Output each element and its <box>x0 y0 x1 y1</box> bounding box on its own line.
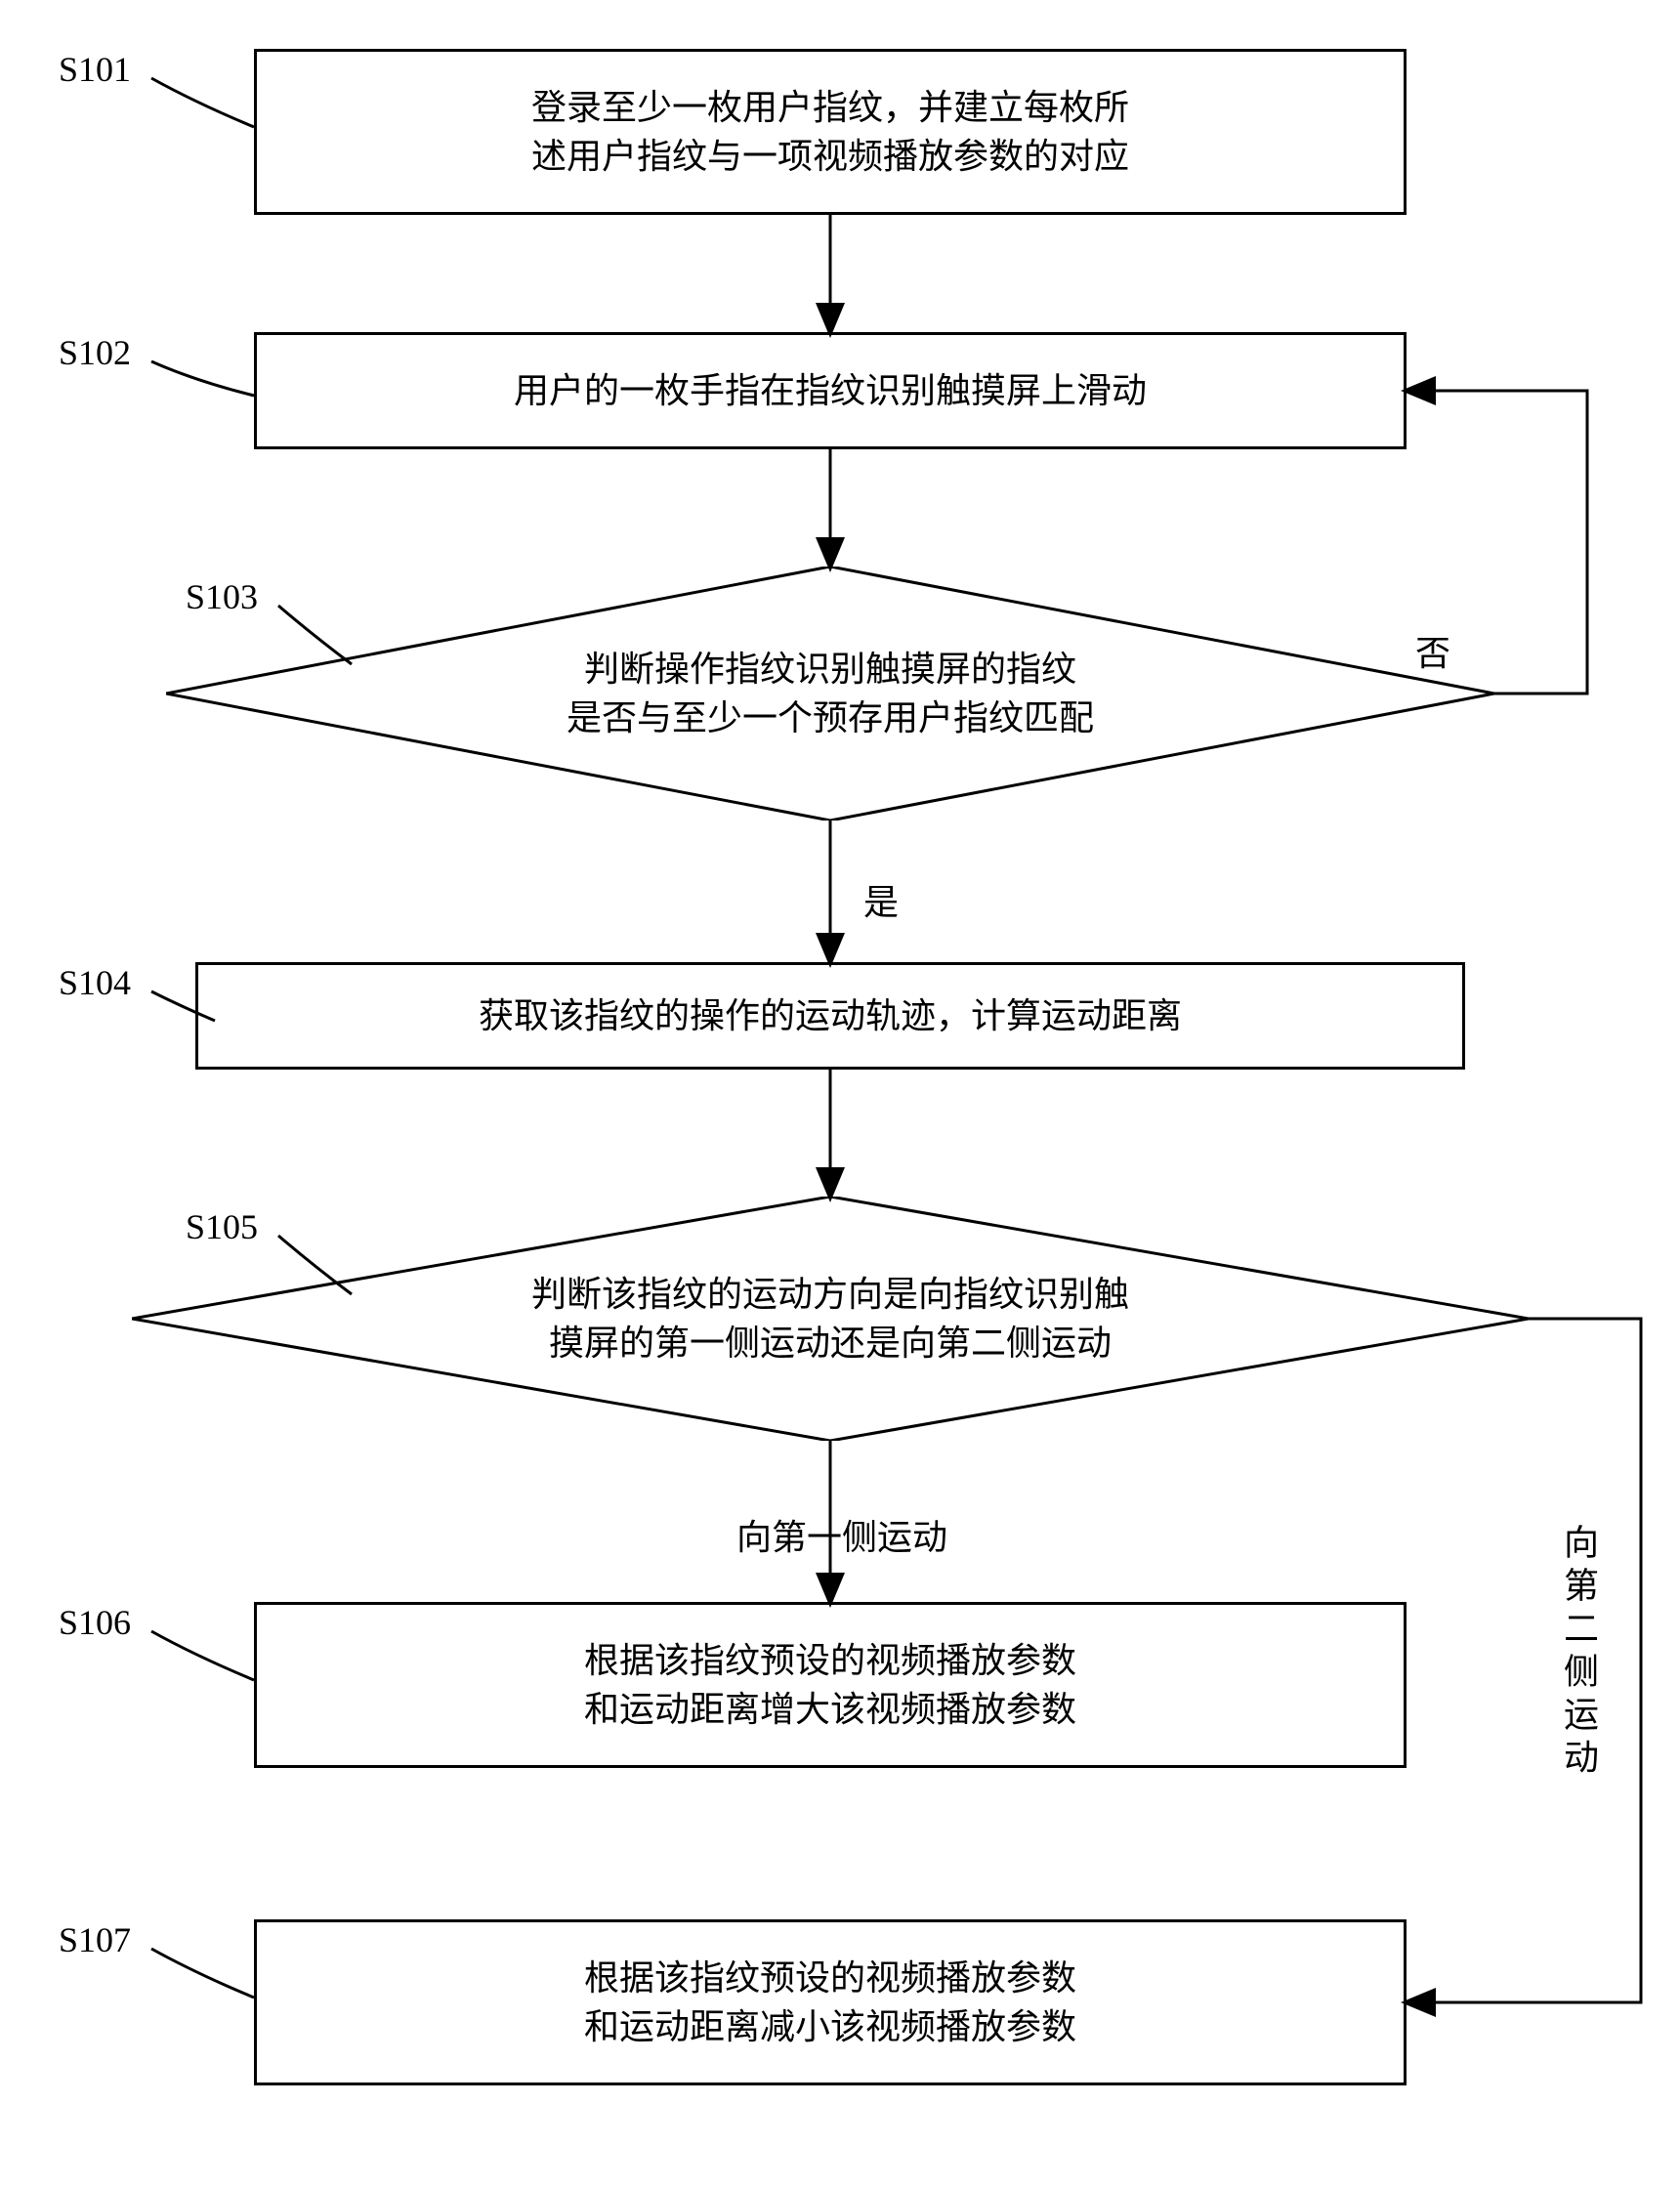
node-s103: 判断操作指纹识别触摸屏的指纹 是否与至少一个预存用户指纹匹配 <box>166 567 1494 820</box>
node-s103-text-1: 判断操作指纹识别触摸屏的指纹 <box>567 645 1094 694</box>
node-s105: 判断该指纹的运动方向是向指纹识别触 摸屏的第一侧运动还是向第二侧运动 <box>132 1197 1529 1441</box>
flowchart-container: S101 S102 S103 S104 S105 S106 S107 登录至少一… <box>0 0 1680 2188</box>
node-s103-text-2: 是否与至少一个预存用户指纹匹配 <box>567 694 1094 742</box>
edges-layer <box>0 0 1680 2188</box>
node-s105-text-2: 摸屏的第一侧运动还是向第二侧运动 <box>531 1319 1129 1368</box>
node-s105-text-1: 判断该指纹的运动方向是向指纹识别触 <box>531 1270 1129 1319</box>
